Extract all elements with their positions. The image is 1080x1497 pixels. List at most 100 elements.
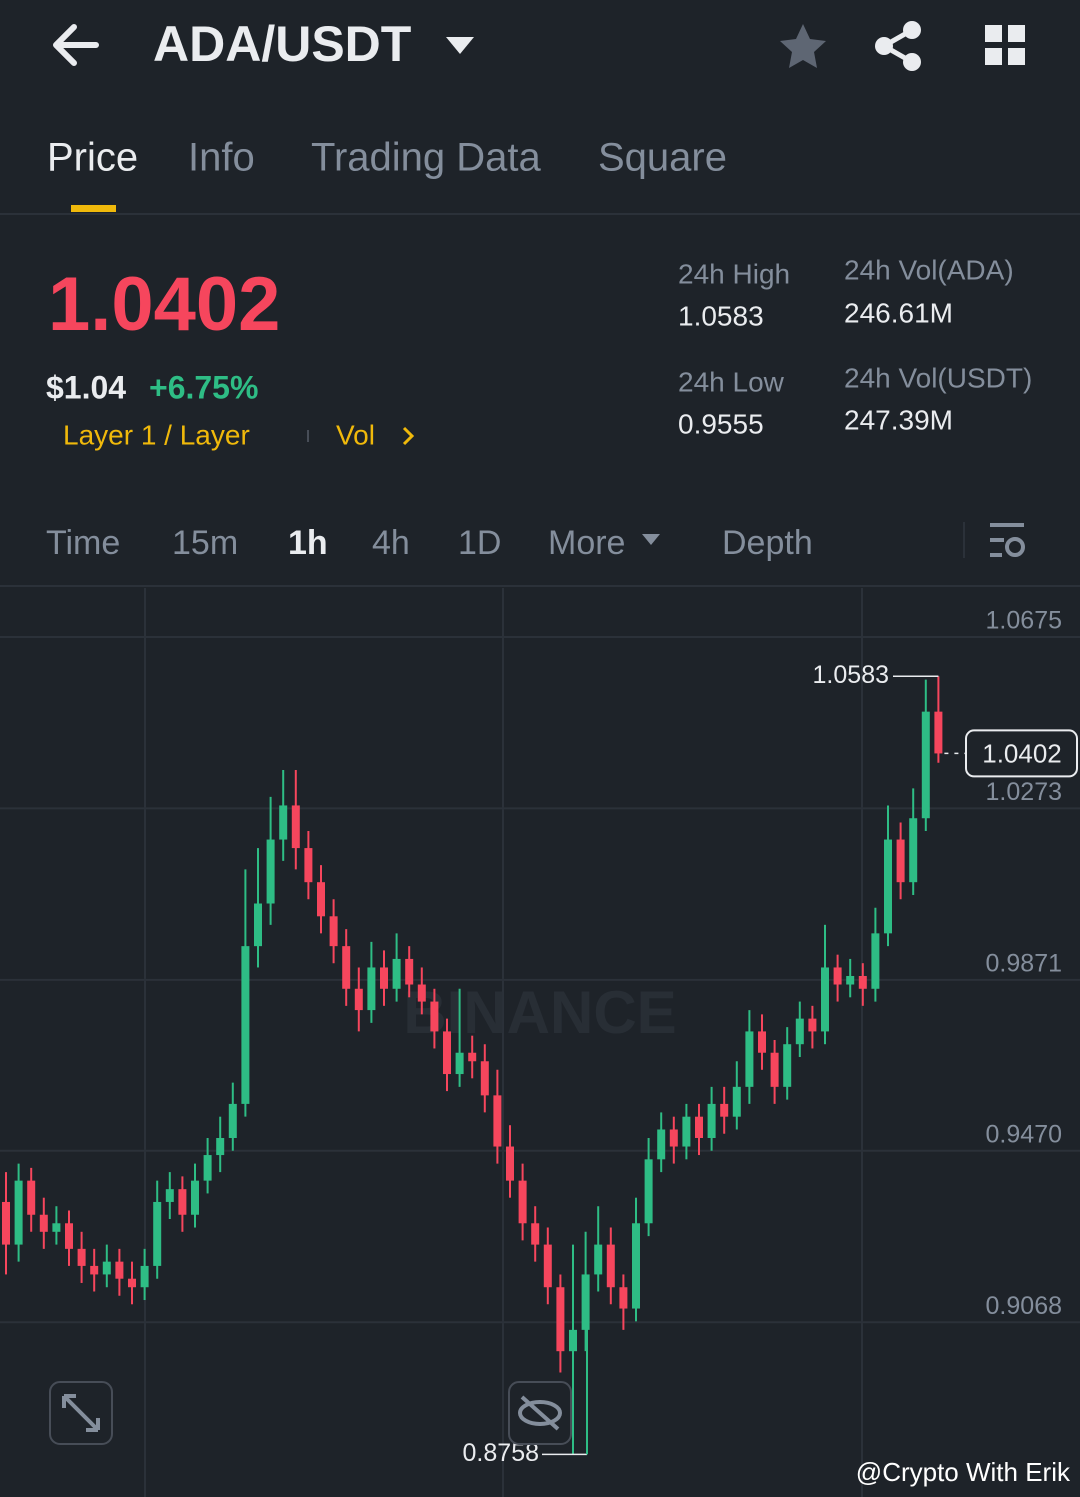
tag[interactable]: Layer 1 / Layer [63, 419, 250, 450]
candle-body [191, 1180, 199, 1215]
tab[interactable]: Trading Data [311, 136, 542, 180]
y-tick-label: 0.9871 [986, 949, 1062, 977]
candle-body [695, 1116, 703, 1139]
interval[interactable]: Time [46, 524, 120, 562]
candle-body [682, 1116, 691, 1147]
stat-label: 24h Low [678, 366, 785, 397]
candle-body [543, 1244, 552, 1288]
candle-body [770, 1052, 779, 1087]
candle-body [102, 1261, 111, 1275]
y-tick-label: 0.9470 [986, 1120, 1062, 1148]
back-button[interactable] [53, 24, 99, 66]
candle-body [291, 805, 300, 849]
interval[interactable]: 1h [288, 524, 328, 562]
high-label: 1.0583 [813, 661, 889, 689]
candle-body [304, 848, 313, 883]
interval[interactable]: 15m [172, 524, 238, 562]
candle-body [443, 1031, 451, 1075]
candle-body [468, 1052, 477, 1062]
chart-settings[interactable] [990, 523, 1025, 557]
vol-link[interactable]: Vol [336, 419, 375, 450]
candle-body [455, 1052, 464, 1075]
candle-body [871, 933, 880, 989]
candle-body [430, 1001, 439, 1032]
candle-body [367, 967, 376, 1011]
share-button[interactable] [875, 21, 921, 71]
candle-body [657, 1129, 666, 1160]
candle-body [90, 1265, 99, 1275]
tab[interactable]: Price [47, 136, 138, 180]
candle-body [632, 1223, 640, 1309]
usd-price: $1.04 [46, 369, 126, 405]
candle-body [115, 1261, 124, 1279]
favorite-star[interactable] [780, 24, 826, 68]
y-tick-label: 1.0273 [986, 778, 1062, 806]
candle-body [619, 1287, 628, 1309]
candle-body [216, 1138, 225, 1156]
candle-body [606, 1244, 615, 1288]
stat-label: 24h Vol(USDT) [844, 362, 1032, 393]
chevron [402, 426, 415, 446]
candle-body [644, 1159, 653, 1224]
candle-body [531, 1223, 540, 1245]
candle-body [52, 1223, 61, 1232]
candle-body [342, 946, 351, 989]
stat-value: 1.0583 [678, 300, 764, 331]
interval[interactable]: 1D [458, 524, 501, 562]
interval[interactable]: 4h [372, 524, 410, 562]
candle-body [178, 1189, 187, 1215]
last-price: 1.0402 [48, 262, 280, 347]
interval[interactable]: More [548, 524, 625, 562]
candle-body [795, 1018, 804, 1045]
credit: @Crypto With Erik [856, 1457, 1071, 1487]
stat-value: 246.61M [844, 297, 953, 328]
candle-body [317, 882, 325, 917]
candle-body [846, 975, 855, 985]
fullscreen-button[interactable] [49, 1381, 113, 1445]
candle-body [758, 1031, 766, 1053]
pair-title[interactable]: ADA/USDT [153, 16, 411, 72]
candle-body [745, 1031, 754, 1087]
candle-body [556, 1287, 565, 1352]
candle-body [380, 967, 388, 989]
stat-label: 24h Vol(ADA) [844, 254, 1014, 285]
interval[interactable]: Depth [722, 524, 813, 562]
candle-body [405, 958, 414, 985]
pair-dropdown[interactable] [446, 37, 474, 54]
candle-body [165, 1189, 174, 1202]
stat-value: 247.39M [844, 404, 953, 435]
candle-body [65, 1223, 73, 1249]
candle-body [506, 1146, 514, 1181]
candle-body [2, 1201, 10, 1245]
last-price-box [965, 729, 1078, 778]
candle-body [720, 1103, 729, 1117]
y-tick-label: 0.9068 [986, 1292, 1062, 1320]
candle-body [518, 1180, 527, 1224]
chart: BINANCE 1.06751.02730.98710.94700.90681.… [0, 588, 1080, 1497]
candle-body [858, 975, 867, 989]
change: +6.75% [149, 369, 258, 405]
candle-body [329, 916, 338, 947]
candle-body [27, 1180, 36, 1215]
candle-body [14, 1180, 23, 1245]
candle-body [266, 839, 275, 904]
candle-body [884, 839, 892, 934]
candle-body [783, 1044, 792, 1087]
grid-menu[interactable] [985, 25, 1025, 65]
candle-body [821, 967, 829, 1032]
candle-body [254, 903, 262, 947]
candle-body [934, 711, 943, 754]
candle-body [493, 1095, 502, 1147]
tab[interactable]: Square [598, 136, 727, 180]
last-price-tag: 1.0402 [982, 738, 1062, 768]
tab[interactable]: Info [188, 136, 255, 180]
candle-body [707, 1103, 716, 1139]
candle-body [39, 1214, 48, 1232]
candle-body [480, 1061, 489, 1096]
candle-body [392, 958, 401, 989]
candle-body [354, 988, 363, 1011]
hide-button[interactable] [508, 1381, 572, 1445]
candle-body [921, 711, 930, 819]
